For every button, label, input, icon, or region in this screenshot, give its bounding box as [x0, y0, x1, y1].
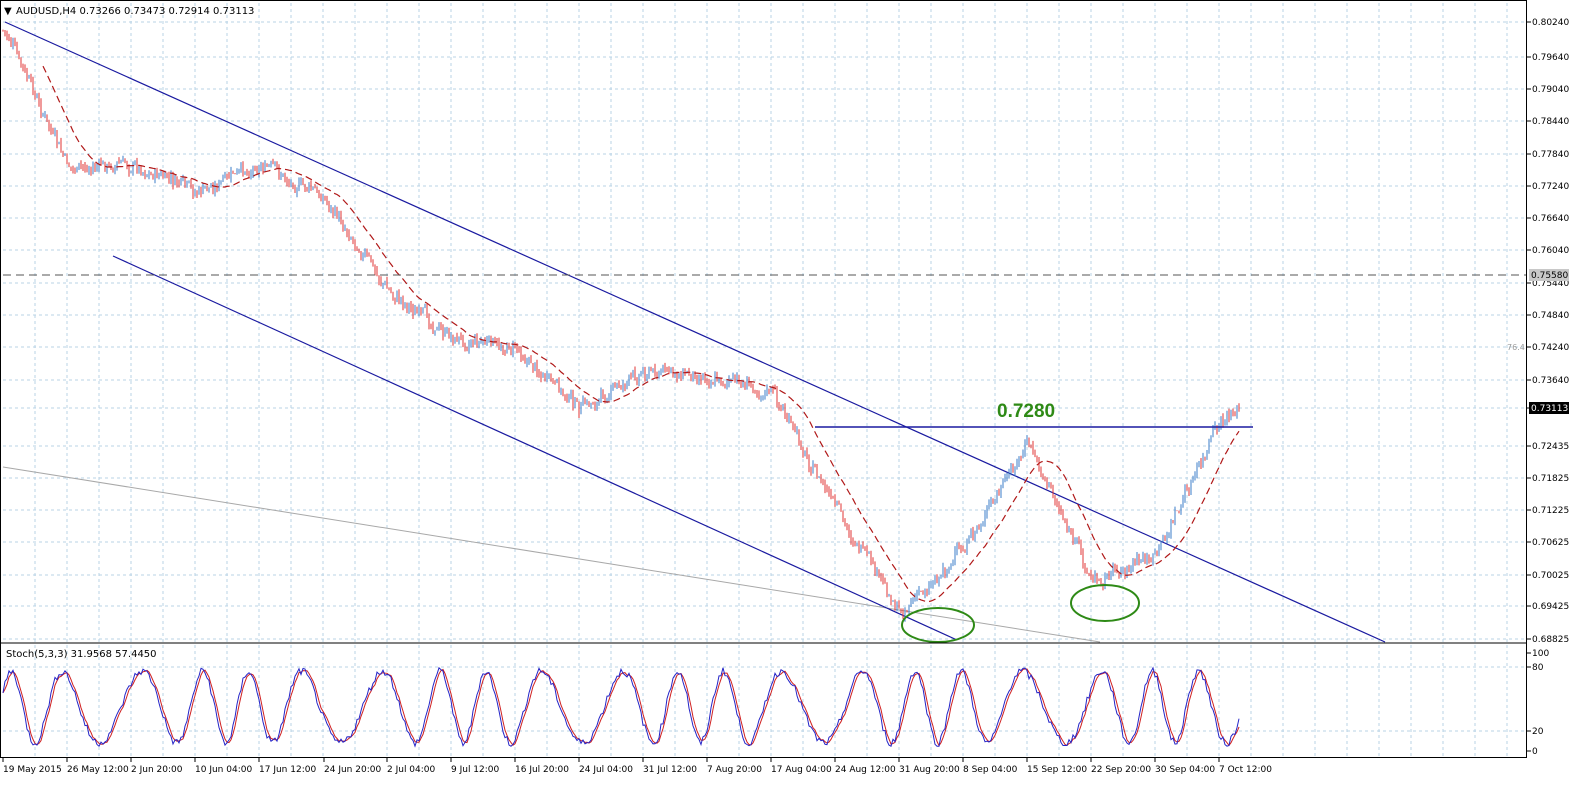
x-tick-label: 22 Sep 20:00	[1091, 765, 1151, 775]
y-tick-label: 0.77840	[1532, 150, 1569, 160]
y-tick-label: 0.69425	[1532, 602, 1569, 612]
x-tick-label: 24 Jul 04:00	[579, 765, 633, 775]
moving-average	[42, 65, 1240, 603]
x-tick-label: 30 Sep 04:00	[1155, 765, 1215, 775]
x-tick-label: 15 Sep 12:00	[1027, 765, 1087, 775]
candles	[2, 29, 1240, 622]
x-tick-label: 8 Sep 04:00	[963, 765, 1018, 775]
y-tick-label: 0.74840	[1532, 311, 1569, 321]
current-price-tag: 0.73113	[1531, 404, 1568, 414]
trendlines	[2, 21, 1386, 643]
stochastic-panel	[0, 642, 1527, 748]
symbol-header-arrow[interactable]: ▼	[4, 6, 12, 17]
axes: 0.80240 0.79640 0.79040 0.78440 0.77840 0.772…	[0, 0, 1569, 775]
y-tick-label: 0.76040	[1532, 246, 1569, 256]
y-tick-label: 0.77240	[1532, 182, 1569, 192]
x-tick-label: 2 Jul 04:00	[387, 765, 436, 775]
x-tick-label: 24 Aug 12:00	[835, 765, 896, 775]
stoch-y-tick-label: 0	[1532, 747, 1538, 757]
x-tick-label: 2 Jun 20:00	[131, 765, 183, 775]
x-tick-label: 26 May 12:00	[67, 765, 129, 775]
dashed-price-tag-bg	[1529, 269, 1569, 281]
current-price-tag-bg	[1529, 402, 1569, 414]
channel-lower	[112, 255, 958, 641]
low-highlight-2	[1070, 584, 1140, 622]
x-tick-label: 9 Jul 12:00	[451, 765, 500, 775]
channel-upper	[4, 21, 1386, 643]
y-tick-label: 0.73640	[1532, 376, 1569, 386]
long-trendline	[2, 466, 1101, 643]
overlays	[3, 274, 1527, 643]
y-tick-label: 0.70025	[1532, 571, 1569, 581]
y-tick-label: 0.75440	[1532, 279, 1569, 289]
y-tick-label: 0.76640	[1532, 214, 1569, 224]
x-tick-label: 16 Jul 20:00	[515, 765, 569, 775]
x-tick-label: 7 Oct 12:00	[1219, 765, 1272, 775]
stoch-header: Stoch(5,3,3) 31.9568 57.4450	[6, 649, 157, 660]
x-tick-label: 7 Aug 20:00	[707, 765, 762, 775]
plot-frame	[0, 0, 1527, 758]
stoch-y-tick-label: 20	[1532, 727, 1544, 737]
y-tick-label: 0.74240	[1532, 343, 1569, 353]
y-tick-label: 0.70625	[1532, 538, 1569, 548]
y-tick-label: 0.79640	[1532, 53, 1569, 63]
low-highlight-1	[901, 607, 975, 643]
stoch-d-line	[2, 668, 1240, 747]
x-tick-label: 17 Jun 12:00	[259, 765, 316, 775]
x-tick-label: 19 May 2015	[3, 765, 62, 775]
x-tick-label: 31 Jul 12:00	[643, 765, 697, 775]
y-tick-label: 0.79040	[1532, 85, 1569, 95]
y-tick-label: 0.71225	[1532, 506, 1569, 516]
y-tick-label: 0.80240	[1532, 18, 1569, 28]
x-tick-label: 10 Jun 04:00	[195, 765, 252, 775]
y-tick-label: 0.71825	[1532, 474, 1569, 484]
stoch-k-line	[2, 666, 1240, 748]
stoch-y-tick-label: 80	[1532, 663, 1544, 673]
stoch-y-tick-label: 100	[1532, 649, 1549, 659]
fib-level-label: 76.4	[1507, 343, 1525, 352]
annotation-label: 0.7280	[997, 401, 1055, 422]
x-tick-label: 24 Jun 20:00	[324, 765, 381, 775]
y-tick-label: 0.72435	[1532, 442, 1569, 452]
dashed-price-tag: 0.75580	[1531, 271, 1568, 281]
ma-line	[42, 65, 1240, 603]
x-tick-label: 17 Aug 04:00	[771, 765, 832, 775]
grid	[3, 3, 1527, 757]
y-tick-label: 0.68825	[1532, 635, 1569, 645]
symbol-header: AUDUSD,H4 0.73266 0.73473 0.72914 0.7311…	[16, 6, 254, 17]
y-tick-label: 0.78440	[1532, 117, 1569, 127]
x-tick-label: 31 Aug 20:00	[899, 765, 960, 775]
